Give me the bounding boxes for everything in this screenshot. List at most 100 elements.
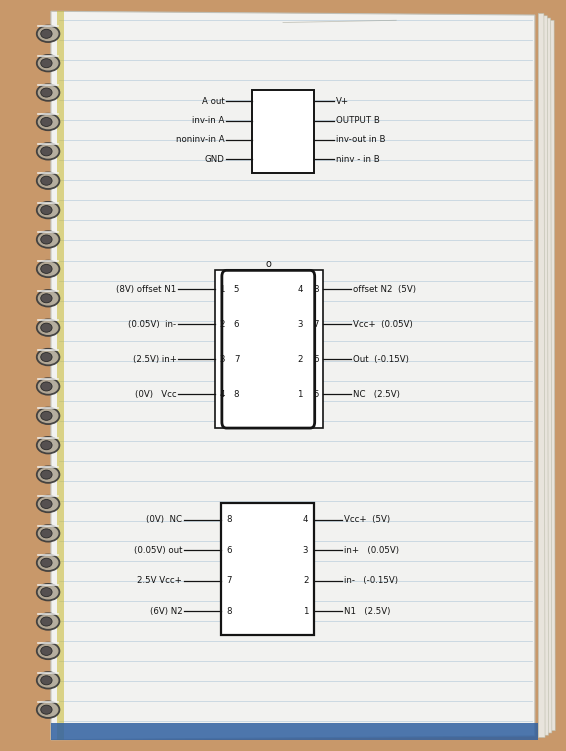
Text: 4: 4 bbox=[297, 285, 303, 294]
Ellipse shape bbox=[41, 470, 52, 479]
Text: 2: 2 bbox=[303, 576, 308, 585]
Polygon shape bbox=[51, 11, 535, 740]
Ellipse shape bbox=[41, 529, 52, 538]
Text: Vcc+  (0.05V): Vcc+ (0.05V) bbox=[353, 320, 413, 329]
Ellipse shape bbox=[37, 379, 59, 395]
Text: (2.5V) in+: (2.5V) in+ bbox=[132, 354, 177, 363]
Text: (0.05V)  in-: (0.05V) in- bbox=[128, 320, 177, 329]
Polygon shape bbox=[542, 16, 548, 735]
Ellipse shape bbox=[41, 88, 52, 97]
Text: 1: 1 bbox=[303, 607, 308, 616]
Text: Vcc+  (5V): Vcc+ (5V) bbox=[344, 515, 390, 524]
Text: 8: 8 bbox=[226, 515, 232, 524]
Text: 7: 7 bbox=[234, 354, 239, 363]
Ellipse shape bbox=[41, 382, 52, 391]
FancyBboxPatch shape bbox=[222, 270, 315, 428]
Ellipse shape bbox=[37, 348, 59, 365]
Ellipse shape bbox=[37, 614, 59, 630]
Bar bbox=[57, 11, 64, 740]
Text: 3: 3 bbox=[219, 354, 225, 363]
Ellipse shape bbox=[37, 643, 59, 659]
Text: GND: GND bbox=[205, 155, 225, 164]
Ellipse shape bbox=[37, 261, 59, 277]
Ellipse shape bbox=[41, 499, 52, 508]
Ellipse shape bbox=[37, 173, 59, 189]
Text: inv-out in B: inv-out in B bbox=[336, 135, 385, 144]
Text: 2: 2 bbox=[297, 354, 303, 363]
Ellipse shape bbox=[41, 412, 52, 421]
Ellipse shape bbox=[37, 554, 59, 571]
Text: (0V)   Vcc: (0V) Vcc bbox=[135, 390, 177, 399]
Text: 2.5V Vcc+: 2.5V Vcc+ bbox=[138, 576, 182, 585]
Ellipse shape bbox=[37, 672, 59, 689]
Text: V+: V+ bbox=[336, 97, 349, 106]
Ellipse shape bbox=[37, 496, 59, 512]
Ellipse shape bbox=[41, 323, 52, 332]
Text: o: o bbox=[265, 259, 271, 270]
Text: Out  (-0.15V): Out (-0.15V) bbox=[353, 354, 409, 363]
Text: (6V) N2: (6V) N2 bbox=[149, 607, 182, 616]
Text: (0.05V) out: (0.05V) out bbox=[134, 546, 182, 555]
Ellipse shape bbox=[41, 587, 52, 596]
Text: 3: 3 bbox=[297, 320, 303, 329]
Ellipse shape bbox=[37, 202, 59, 219]
Ellipse shape bbox=[41, 147, 52, 156]
Text: 6: 6 bbox=[313, 354, 319, 363]
Text: ninv - in B: ninv - in B bbox=[336, 155, 379, 164]
Ellipse shape bbox=[41, 352, 52, 361]
Ellipse shape bbox=[41, 676, 52, 685]
Text: inv-in A: inv-in A bbox=[192, 116, 225, 125]
Text: 8: 8 bbox=[313, 285, 319, 294]
Bar bbox=[221, 503, 314, 635]
Text: (8V) offset N1: (8V) offset N1 bbox=[117, 285, 177, 294]
Text: in-   (-0.15V): in- (-0.15V) bbox=[344, 576, 398, 585]
Ellipse shape bbox=[41, 176, 52, 185]
Ellipse shape bbox=[37, 408, 59, 424]
Text: 5: 5 bbox=[313, 390, 319, 399]
Ellipse shape bbox=[41, 294, 52, 303]
Ellipse shape bbox=[41, 558, 52, 567]
Text: offset N2  (5V): offset N2 (5V) bbox=[353, 285, 415, 294]
Ellipse shape bbox=[41, 206, 52, 215]
Text: (0V)  NC: (0V) NC bbox=[146, 515, 182, 524]
Text: OUTPUT B: OUTPUT B bbox=[336, 116, 380, 125]
Ellipse shape bbox=[37, 584, 59, 600]
Ellipse shape bbox=[41, 117, 52, 126]
Ellipse shape bbox=[41, 264, 52, 273]
Polygon shape bbox=[545, 18, 552, 733]
Text: 4: 4 bbox=[303, 515, 308, 524]
Ellipse shape bbox=[37, 143, 59, 160]
Bar bbox=[252, 90, 314, 173]
Text: 6: 6 bbox=[234, 320, 239, 329]
Ellipse shape bbox=[41, 705, 52, 714]
Ellipse shape bbox=[37, 113, 59, 130]
Text: 6: 6 bbox=[226, 546, 232, 555]
Ellipse shape bbox=[41, 29, 52, 38]
Ellipse shape bbox=[41, 441, 52, 450]
Ellipse shape bbox=[41, 235, 52, 244]
Bar bbox=[215, 270, 323, 428]
Text: A out: A out bbox=[202, 97, 225, 106]
Text: 8: 8 bbox=[234, 390, 239, 399]
Ellipse shape bbox=[41, 617, 52, 626]
Ellipse shape bbox=[37, 319, 59, 336]
Text: 4: 4 bbox=[219, 390, 225, 399]
Text: N1   (2.5V): N1 (2.5V) bbox=[344, 607, 391, 616]
Bar bbox=[51, 723, 538, 740]
Ellipse shape bbox=[37, 525, 59, 541]
Text: in+   (0.05V): in+ (0.05V) bbox=[344, 546, 399, 555]
Ellipse shape bbox=[37, 466, 59, 483]
Ellipse shape bbox=[37, 26, 59, 42]
Ellipse shape bbox=[37, 290, 59, 306]
Polygon shape bbox=[538, 14, 545, 737]
Text: 1: 1 bbox=[297, 390, 303, 399]
Ellipse shape bbox=[41, 647, 52, 656]
Text: 3: 3 bbox=[303, 546, 308, 555]
Text: 7: 7 bbox=[313, 320, 319, 329]
Text: 1: 1 bbox=[219, 285, 225, 294]
Text: 8: 8 bbox=[226, 607, 232, 616]
Ellipse shape bbox=[41, 59, 52, 68]
Text: 7: 7 bbox=[226, 576, 232, 585]
Ellipse shape bbox=[37, 84, 59, 101]
Text: NC   (2.5V): NC (2.5V) bbox=[353, 390, 400, 399]
